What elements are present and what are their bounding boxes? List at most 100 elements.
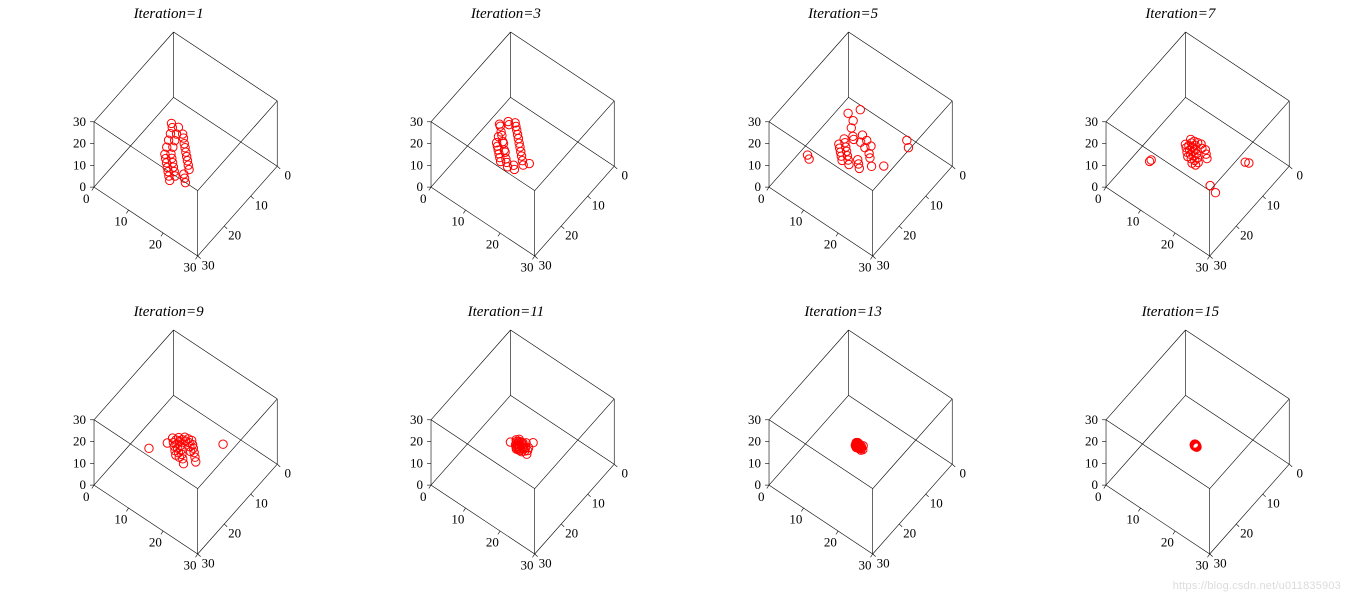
y-axis-ticks-label: 10: [929, 197, 942, 212]
scatter-3d: 010203001020300102030: [1012, 24, 1349, 298]
x-axis-ticks: 0102030: [758, 485, 873, 573]
y-axis-ticks-label: 20: [903, 525, 916, 540]
subplot-1: Iteration=1010203001020300102030: [0, 0, 337, 298]
x-axis-ticks-label: 10: [114, 214, 127, 229]
x-axis-ticks-label: 0: [420, 191, 427, 206]
scatter-points: [145, 433, 227, 468]
marker-circle-icon: [192, 458, 200, 466]
z-tick-label: 20: [410, 434, 423, 449]
z-tick-label: 10: [73, 455, 86, 470]
scatter-points: [506, 435, 537, 458]
z-tick-label: 10: [410, 455, 423, 470]
y-axis-ticks-label: 0: [959, 168, 966, 183]
x-axis-ticks-label: 10: [114, 512, 127, 527]
x-axis-ticks-label: 0: [1095, 191, 1102, 206]
y-axis-ticks: 0102030: [198, 166, 291, 272]
x-axis-ticks-label: 0: [83, 489, 90, 504]
y-axis-ticks-label: 20: [565, 227, 578, 242]
x-axis-ticks-label: 0: [758, 489, 765, 504]
subplot-6: Iteration=11010203001020300102030: [337, 298, 674, 596]
z-tick-label: 10: [748, 157, 761, 172]
y-axis-ticks-label: 30: [539, 257, 552, 272]
z-tick-label: 20: [73, 136, 86, 151]
z-tick-label: 30: [410, 114, 423, 129]
x-axis-ticks-label: 0: [83, 191, 90, 206]
x-axis-ticks-label: 20: [1161, 237, 1174, 252]
watermark-text: https://blog.csdn.net/u011835903: [1173, 580, 1341, 592]
x-axis-ticks-label: 20: [823, 535, 836, 550]
z-tick-label: 10: [1085, 157, 1098, 172]
subplot-4: Iteration=7010203001020300102030: [1012, 0, 1349, 298]
x-axis-ticks: 0102030: [420, 485, 535, 573]
y-axis-ticks-label: 20: [903, 227, 916, 242]
z-axis-ticks: 0102030: [410, 412, 431, 492]
subplot-7: Iteration=13010203001020300102030: [675, 298, 1012, 596]
subplot-2: Iteration=3010203001020300102030: [337, 0, 674, 298]
x-axis-ticks-label: 10: [1126, 512, 1139, 527]
x-axis-ticks: 0102030: [758, 187, 873, 275]
scatter-points: [1145, 135, 1253, 197]
y-axis-ticks: 0102030: [1209, 464, 1302, 570]
y-axis-ticks-label: 10: [1266, 495, 1279, 510]
x-axis-ticks: 0 10 20 30: [1095, 485, 1210, 573]
z-axis-ticks: 0102030: [73, 114, 94, 194]
y-axis-ticks: 0102030: [1209, 166, 1302, 272]
z-axis-ticks: 0102030: [748, 412, 769, 492]
x-axis-ticks: 0102030: [83, 485, 198, 573]
x-axis-ticks-label: 20: [149, 535, 162, 550]
marker-circle-icon: [1206, 181, 1214, 189]
y-axis-ticks-label: 10: [592, 495, 605, 510]
y-axis-ticks-label: 20: [228, 525, 241, 540]
z-tick-label: 30: [1085, 114, 1098, 129]
y-axis-ticks: 0102030: [535, 464, 628, 570]
scatter-3d: 010203001020300102030: [337, 322, 674, 596]
y-axis-ticks: 0102030: [872, 464, 965, 570]
marker-circle-icon: [867, 162, 875, 170]
scatter-points: [851, 438, 867, 454]
x-axis-ticks-label: 10: [452, 214, 465, 229]
x-axis-ticks-label: 10: [789, 214, 802, 229]
marker-circle-icon: [525, 159, 533, 167]
z-tick-label: 10: [410, 157, 423, 172]
x-axis-ticks-label: 10: [1126, 214, 1139, 229]
subplot-title: Iteration=3: [337, 6, 674, 23]
x-axis-ticks-label: 20: [149, 237, 162, 252]
z-tick-label: 30: [748, 412, 761, 427]
y-axis-ticks-label: 10: [592, 197, 605, 212]
z-tick-label: 10: [1085, 455, 1098, 470]
marker-circle-icon: [843, 109, 851, 117]
z-tick-label: 20: [748, 136, 761, 151]
subplot-5: Iteration=9010203001020300102030: [0, 298, 337, 596]
marker-circle-icon: [163, 439, 171, 447]
y-axis-ticks-label: 20: [1240, 227, 1253, 242]
y-axis-ticks-label: 30: [539, 555, 552, 570]
z-axis-ticks: 0102030: [1085, 412, 1106, 492]
z-tick-label: 20: [73, 434, 86, 449]
x-axis-ticks-label: 0: [1095, 489, 1102, 504]
x-axis-ticks-label: 20: [1161, 535, 1174, 550]
scatter-points: [803, 106, 912, 173]
y-axis-ticks-label: 30: [1213, 555, 1226, 570]
subplot-3: Iteration=5010203001020300102030: [675, 0, 1012, 298]
y-axis-ticks-label: 0: [959, 466, 966, 481]
z-axis-ticks: 0102030: [73, 412, 94, 492]
y-axis-ticks-label: 10: [1266, 197, 1279, 212]
x-axis-ticks-label: 0: [758, 191, 765, 206]
scatter-points: [493, 117, 534, 173]
x-axis-ticks-label: 30: [1195, 558, 1208, 573]
x-axis-ticks-label: 30: [1195, 260, 1208, 275]
y-axis-ticks-label: 20: [228, 227, 241, 242]
scatter-3d: 010203001020300102030: [0, 24, 337, 298]
x-axis-ticks: 0102030: [83, 187, 198, 275]
subplot-title: Iteration=13: [675, 304, 1012, 321]
subplot-title: Iteration=1: [0, 6, 337, 23]
z-axis-ticks: 0102030: [748, 114, 769, 194]
z-axis-ticks: 0102030: [1085, 114, 1106, 194]
scatter-3d: 010203001020300102030: [675, 322, 1012, 596]
marker-circle-icon: [856, 106, 864, 114]
y-axis-ticks: 0102030: [535, 166, 628, 272]
x-axis-ticks: 0102030: [420, 187, 535, 275]
z-tick-label: 10: [748, 455, 761, 470]
marker-circle-icon: [219, 440, 227, 448]
y-axis-ticks-label: 0: [284, 466, 291, 481]
